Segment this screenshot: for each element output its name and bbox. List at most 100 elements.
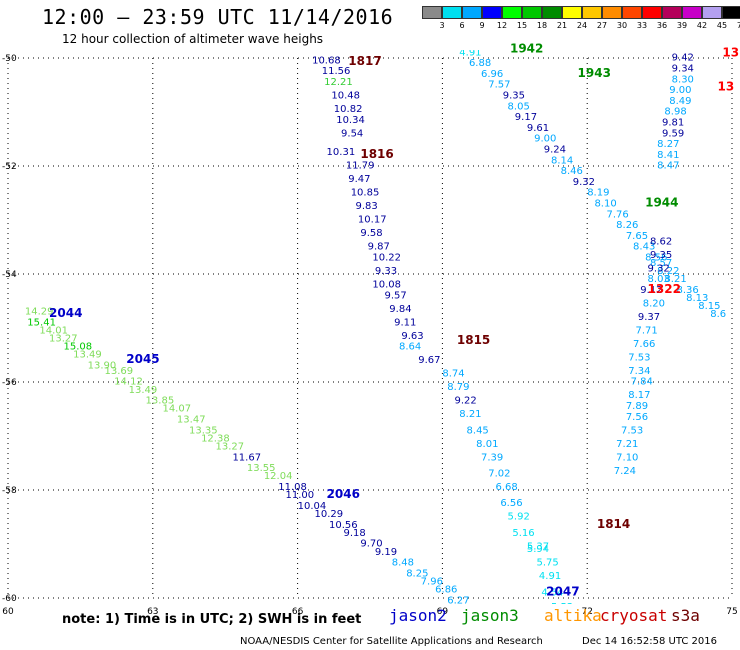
y-tick-label: -60 — [2, 594, 17, 604]
swh-value-label: 8.20 — [643, 298, 665, 309]
pass-label: 1944 — [645, 196, 678, 210]
swh-value-label: 8.10 — [594, 199, 616, 210]
swh-value-label: 14.01 — [39, 325, 68, 336]
colorbar-label: 3 — [439, 21, 445, 30]
swh-value-label: 9.58 — [360, 228, 382, 239]
y-tick-label: -56 — [2, 378, 17, 388]
swh-value-label: 9.83 — [356, 201, 378, 212]
y-tick-label: -50 — [2, 54, 17, 64]
colorbar-label: 30 — [616, 21, 628, 30]
swh-value-label: 13.49 — [73, 350, 102, 361]
swh-value-label: 7.34 — [628, 366, 650, 377]
swh-value-label: 7.21 — [616, 439, 638, 450]
swh-value-label: 10.82 — [334, 104, 363, 115]
legend-cryosat: cryosat — [600, 606, 668, 625]
swh-value-label: 9.59 — [662, 128, 684, 139]
colorbar-swatch — [442, 6, 462, 19]
swh-value-label: 10.68 — [312, 55, 341, 66]
swh-value-label: 3.64 — [558, 641, 580, 650]
swh-value-label: 9.00 — [669, 85, 691, 96]
swh-value-label: 8.05 — [508, 101, 530, 112]
pass-label: 1942 — [510, 42, 543, 56]
colorbar-swatch — [662, 6, 682, 19]
swh-value-label: 10.22 — [372, 253, 401, 264]
swh-value-label: 9.34 — [672, 64, 694, 75]
swh-value-label: 10.08 — [372, 280, 401, 291]
pass-label: 1814 — [597, 517, 630, 531]
swh-value-label: 13.27 — [216, 442, 245, 453]
swh-value-label: 9.19 — [375, 547, 397, 558]
colorbar-label: 70 — [736, 21, 740, 30]
pass-label: 1943 — [578, 66, 611, 80]
x-tick-label: 63 — [147, 607, 158, 617]
swh-value-label: 7.65 — [626, 231, 648, 242]
swh-value-label: 13.47 — [177, 415, 206, 426]
swh-value-label: 8.01 — [476, 439, 498, 450]
x-tick-label: 60 — [2, 607, 14, 617]
legend-s3a: s3a — [671, 606, 700, 625]
swh-value-label: 10.34 — [336, 115, 365, 126]
swh-value-label: 7.76 — [607, 209, 629, 220]
colorbar-swatch — [642, 6, 662, 19]
swh-value-label: 8.46 — [561, 166, 583, 177]
pass-label: 2044 — [49, 306, 82, 320]
colorbar-swatch — [602, 6, 622, 19]
swh-value-label: 8.57 — [650, 258, 672, 269]
swh-value-label: 9.61 — [527, 123, 549, 134]
swh-value-label: 9.81 — [662, 118, 684, 129]
pass-label: 2045 — [126, 352, 159, 366]
swh-value-label: 12.04 — [264, 471, 293, 482]
colorbar-swatch — [542, 6, 562, 19]
colorbar-label: 21 — [556, 21, 568, 30]
swh-value-label: 7.71 — [635, 325, 657, 336]
grid-layer — [7, 57, 733, 599]
swh-value-label: 10.56 — [329, 520, 358, 531]
swh-value-label: 15.41 — [27, 317, 56, 328]
swh-value-label: 15.08 — [64, 342, 93, 353]
swh-value-label: 8.41 — [657, 150, 679, 161]
swh-value-label: 9.54 — [341, 128, 363, 139]
swh-value-label: 13.90 — [88, 361, 117, 372]
swh-value-label: 9.35 — [650, 250, 672, 261]
swh-value-label: 9.24 — [544, 145, 566, 156]
swh-value-label: 8.26 — [616, 220, 638, 231]
swh-value-label: 8.22 — [657, 266, 679, 277]
swh-value-label: 9.17 — [515, 112, 537, 123]
colorbar-swatch — [562, 6, 582, 19]
legend-jason3: jason3 — [461, 606, 519, 625]
colorbar-swatch — [502, 6, 522, 19]
colorbar-swatch — [462, 6, 482, 19]
swh-value-label: 4.54 — [541, 587, 563, 598]
swh-value-label: 7.84 — [631, 377, 653, 388]
swh-value-label: 8.56 — [645, 253, 667, 264]
colorbar-label: 36 — [656, 21, 668, 30]
swh-value-label: 8.15 — [698, 301, 720, 312]
swh-value-label: 8.79 — [447, 382, 469, 393]
pass-labels-layer: 1817 1816 1815 1814 1942 1943 1944 2044 2045 2046… — [49, 42, 739, 599]
swh-value-label: 8.36 — [676, 285, 698, 296]
x-tick-label: 75 — [726, 607, 737, 617]
swh-value-label: 8.74 — [442, 369, 464, 380]
swh-value-label: 13.35 — [189, 425, 218, 436]
pass-label: 13 — [722, 45, 739, 59]
swh-value-label: 8.21 — [459, 409, 481, 420]
swh-value-label: 7.39 — [481, 452, 503, 463]
colorbar-label: 15 — [516, 21, 528, 30]
swh-value-label: 14.07 — [162, 404, 191, 415]
colorbar-label: 39 — [676, 21, 688, 30]
swh-value-label: 9.84 — [389, 304, 411, 315]
colorbar-swatch — [422, 6, 442, 19]
swh-value-label: 9.18 — [343, 528, 365, 539]
swh-value-label: 13.69 — [105, 366, 134, 377]
legend-jason2: jason2 — [389, 606, 447, 625]
swh-value-label: 8.98 — [664, 107, 686, 118]
colorbar-label: 45 — [716, 21, 728, 30]
footer-timestamp: Dec 14 16:52:58 UTC 2016 — [582, 636, 717, 647]
swh-value-label: 9.42 — [672, 53, 694, 64]
swh-value-label: 6.56 — [500, 498, 522, 509]
swh-value-label: 9.47 — [348, 174, 370, 185]
swh-value-label: 9.11 — [394, 317, 416, 328]
swh-value-label: 7.02 — [488, 469, 510, 480]
